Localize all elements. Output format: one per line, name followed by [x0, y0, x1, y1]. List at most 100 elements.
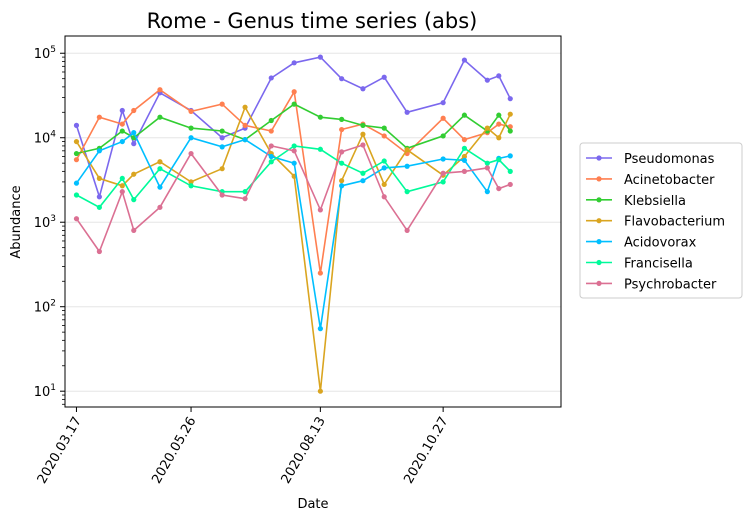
data-point	[461, 112, 468, 118]
data-point	[360, 86, 366, 92]
data-point	[157, 184, 163, 190]
legend-label: Francisella	[624, 257, 693, 272]
series-line	[76, 103, 511, 155]
data-point	[96, 175, 102, 182]
y-axis: 101 102 103 104 105	[34, 45, 65, 405]
data-point	[507, 128, 513, 134]
series-line	[75, 144, 511, 254]
data-point	[440, 100, 446, 106]
data-point	[507, 111, 513, 117]
data-point	[157, 204, 163, 210]
legend-swatch-marker	[596, 176, 602, 182]
data-point	[119, 121, 125, 127]
data-point	[360, 142, 366, 148]
legend-label: Acidovorax	[624, 236, 697, 251]
data-point	[317, 388, 323, 394]
data-point	[242, 196, 248, 202]
legend-label: Pseudomonas	[624, 152, 715, 167]
data-point	[381, 194, 387, 200]
data-point	[339, 183, 345, 189]
x-tick-label: 2020.03.17	[35, 415, 85, 487]
data-point	[73, 122, 80, 128]
data-point	[268, 159, 274, 165]
legend-swatch-marker	[596, 239, 602, 245]
data-point	[119, 183, 125, 189]
y-tick-label: 101	[34, 383, 56, 400]
data-point	[219, 144, 225, 150]
y-tick-label: 104	[34, 130, 57, 147]
data-point	[157, 159, 163, 165]
data-point	[291, 160, 297, 166]
data-point	[404, 227, 410, 234]
legend-swatch-marker	[596, 155, 602, 161]
data-point	[440, 133, 446, 139]
data-point	[507, 181, 513, 188]
data-point	[131, 141, 137, 147]
x-tick-label: 2020.08.13	[279, 415, 329, 487]
legend-swatch-marker	[596, 197, 602, 203]
x-tick-label: 2020.10.27	[401, 415, 451, 487]
data-point	[242, 122, 248, 128]
data-point	[131, 130, 137, 136]
data-point	[339, 76, 345, 82]
data-point	[507, 168, 513, 174]
data-point	[339, 126, 345, 133]
data-point	[339, 178, 345, 184]
data-point	[496, 185, 502, 192]
series-lines	[73, 54, 513, 394]
data-point	[440, 179, 446, 185]
data-point	[381, 165, 387, 171]
data-point	[119, 175, 125, 182]
data-point	[484, 160, 490, 166]
data-point	[360, 131, 366, 137]
data-point	[157, 166, 163, 172]
data-point	[268, 128, 274, 134]
series-line	[75, 131, 511, 329]
data-point	[440, 115, 446, 121]
data-point	[461, 157, 468, 163]
data-point	[404, 163, 410, 169]
data-point	[484, 165, 490, 171]
data-point	[496, 112, 502, 118]
data-point	[268, 153, 274, 160]
data-point	[317, 326, 323, 332]
data-point	[317, 146, 323, 152]
data-point	[96, 194, 102, 200]
data-point	[73, 157, 80, 163]
plot-area-frame	[64, 35, 562, 408]
data-point	[291, 89, 297, 95]
data-point	[73, 192, 80, 198]
data-point	[96, 204, 102, 210]
data-point	[381, 74, 387, 80]
data-point	[242, 189, 248, 195]
data-point	[484, 77, 490, 83]
data-point	[291, 101, 297, 107]
data-point	[219, 166, 225, 172]
data-point	[119, 107, 125, 114]
data-point	[73, 138, 80, 145]
chart-title: Rome - Genus time series (abs)	[147, 9, 478, 33]
data-point	[440, 156, 446, 162]
data-point	[360, 178, 366, 184]
data-point	[131, 107, 137, 114]
data-point	[73, 150, 80, 157]
data-point	[496, 121, 502, 127]
data-point	[157, 87, 163, 93]
legend-frame	[579, 142, 743, 299]
series-line	[75, 88, 511, 274]
data-point	[188, 108, 194, 114]
data-point	[461, 168, 468, 174]
data-point	[131, 197, 137, 203]
data-point	[96, 248, 102, 255]
data-point	[96, 114, 102, 120]
data-point	[317, 207, 323, 213]
data-point	[496, 73, 502, 79]
x-axis-label: Date	[297, 497, 328, 512]
data-point	[119, 128, 125, 134]
y-tick-label: 105	[34, 45, 56, 62]
data-point	[73, 180, 80, 186]
data-point	[242, 137, 248, 143]
x-tick-label: 2020.05.26	[149, 415, 199, 487]
data-point	[188, 125, 194, 131]
